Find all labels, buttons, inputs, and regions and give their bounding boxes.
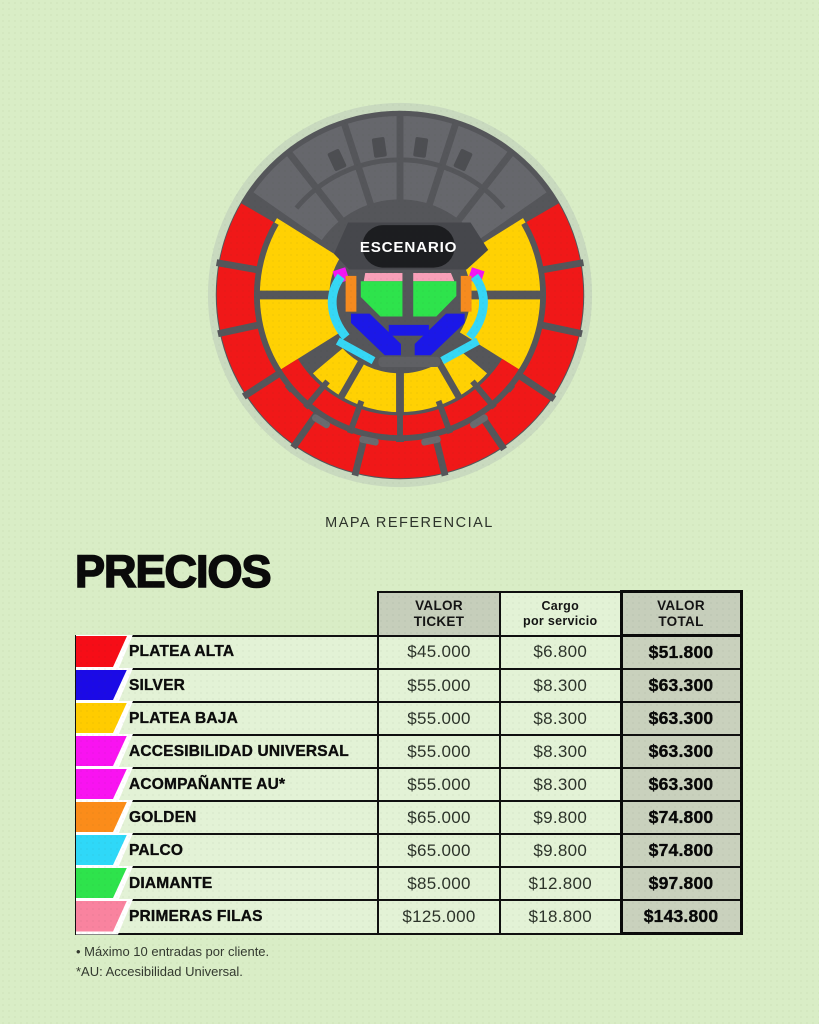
section-upper-tier <box>253 112 547 242</box>
map-caption: MAPA REFERENCIAL <box>325 515 494 531</box>
total-value: $63.300 <box>619 767 743 802</box>
section-platea-alta-inner-row <box>254 221 546 446</box>
zone-color-chip <box>76 635 133 671</box>
total-value: $74.800 <box>619 833 743 868</box>
section-primeras-filas <box>363 272 455 282</box>
header-valor-ticket: VALOR TICKET <box>377 590 501 637</box>
service-value: $18.800 <box>499 899 622 935</box>
price-row: PLATEA BAJA $55.000 $8.300 $63.300 <box>75 701 743 736</box>
zone-label: SILVER <box>129 676 186 694</box>
stage: ESCENARIO <box>333 222 489 270</box>
zone-color-chip <box>76 767 133 802</box>
section-palco <box>327 273 488 365</box>
zone-color-chip <box>76 899 133 935</box>
zone-color-chip <box>76 701 133 736</box>
service-value: $9.800 <box>499 833 622 868</box>
header-valor-total: VALOR TOTAL <box>619 590 743 637</box>
ticket-value: $45.000 <box>377 634 501 670</box>
ticket-value: $85.000 <box>377 866 501 901</box>
ticket-value: $65.000 <box>377 833 501 868</box>
price-row: SILVER $55.000 $8.300 $63.300 <box>75 668 743 703</box>
zone-color-chip <box>76 866 133 901</box>
price-row: DIAMANTE $85.000 $12.800 $97.800 <box>75 866 743 901</box>
zone-label: ACOMPAÑANTE AU* <box>129 775 286 793</box>
zone-label: GOLDEN <box>129 808 197 826</box>
zone-color-chip <box>76 833 133 868</box>
ticket-value: $65.000 <box>377 800 501 835</box>
total-value: $74.800 <box>619 800 743 835</box>
zone-color-chip <box>76 800 133 835</box>
seat-map: ESCENARIO <box>204 99 596 491</box>
stage-label: ESCENARIO <box>360 239 457 256</box>
footnote-max-tickets: • Máximo 10 entradas por cliente. <box>76 944 270 959</box>
price-table: VALOR TICKET Cargo por servicio VALOR TO… <box>75 590 743 935</box>
zone-label: ACCESIBILIDAD UNIVERSAL <box>129 742 349 760</box>
header-row: VALOR TICKET Cargo por servicio VALOR TO… <box>76 590 743 637</box>
ticket-value: $125.000 <box>377 899 501 935</box>
ticket-value: $55.000 <box>377 767 501 802</box>
zone-label: PRIMERAS FILAS <box>129 907 263 925</box>
ticket-value: $55.000 <box>377 668 501 703</box>
total-value: $63.300 <box>619 734 743 769</box>
price-row: PALCO $65.000 $9.800 $74.800 <box>75 833 743 868</box>
zone-label: PALCO <box>129 841 184 859</box>
zone-label: PLATEA BAJA <box>129 709 238 727</box>
service-value: $8.300 <box>499 767 622 802</box>
price-row: PRIMERAS FILAS $125.000 $18.800 $143.800 <box>75 899 743 935</box>
price-row: GOLDEN $65.000 $9.800 $74.800 <box>75 800 743 835</box>
footnote-au: *AU: Accesibilidad Universal. <box>76 964 243 980</box>
footnotes: • Máximo 10 entradas por cliente. *AU: A… <box>76 942 269 982</box>
ticket-value: $55.000 <box>377 701 501 736</box>
seat-map-svg: ESCENARIO <box>207 102 593 488</box>
price-row: ACCESIBILIDAD UNIVERSAL $55.000 $8.300 $… <box>75 734 743 769</box>
total-value: $97.800 <box>619 866 743 901</box>
tunnel-marks <box>311 414 489 446</box>
section-silver <box>351 313 465 356</box>
service-value: $9.800 <box>499 800 622 835</box>
header-cargo-servicio: Cargo por servicio <box>499 590 622 637</box>
zone-label: PLATEA ALTA <box>129 643 235 661</box>
mixer-platform <box>378 356 441 368</box>
section-diamante <box>360 281 457 317</box>
stage-pill <box>362 225 455 268</box>
total-value: $63.300 <box>619 701 743 736</box>
service-value: $12.800 <box>499 866 622 901</box>
header-corner <box>76 592 378 636</box>
total-value: $51.800 <box>619 634 743 670</box>
service-value: $8.300 <box>499 668 622 703</box>
page-title: PRECIOS <box>74 545 272 598</box>
total-value: $63.300 <box>619 668 743 703</box>
service-value: $8.300 <box>499 701 622 736</box>
service-value: $8.300 <box>499 734 622 769</box>
ticket-value: $55.000 <box>377 734 501 769</box>
zone-label: DIAMANTE <box>129 874 213 892</box>
zone-color-chip <box>76 668 133 703</box>
price-row: ACOMPAÑANTE AU* $55.000 $8.300 $63.300 <box>75 767 743 802</box>
service-value: $6.800 <box>499 634 622 670</box>
total-value: $143.800 <box>619 899 743 935</box>
section-golden <box>345 275 472 312</box>
zone-color-chip <box>76 734 133 769</box>
price-row: PLATEA ALTA $45.000 $6.800 $51.800 <box>75 634 743 671</box>
